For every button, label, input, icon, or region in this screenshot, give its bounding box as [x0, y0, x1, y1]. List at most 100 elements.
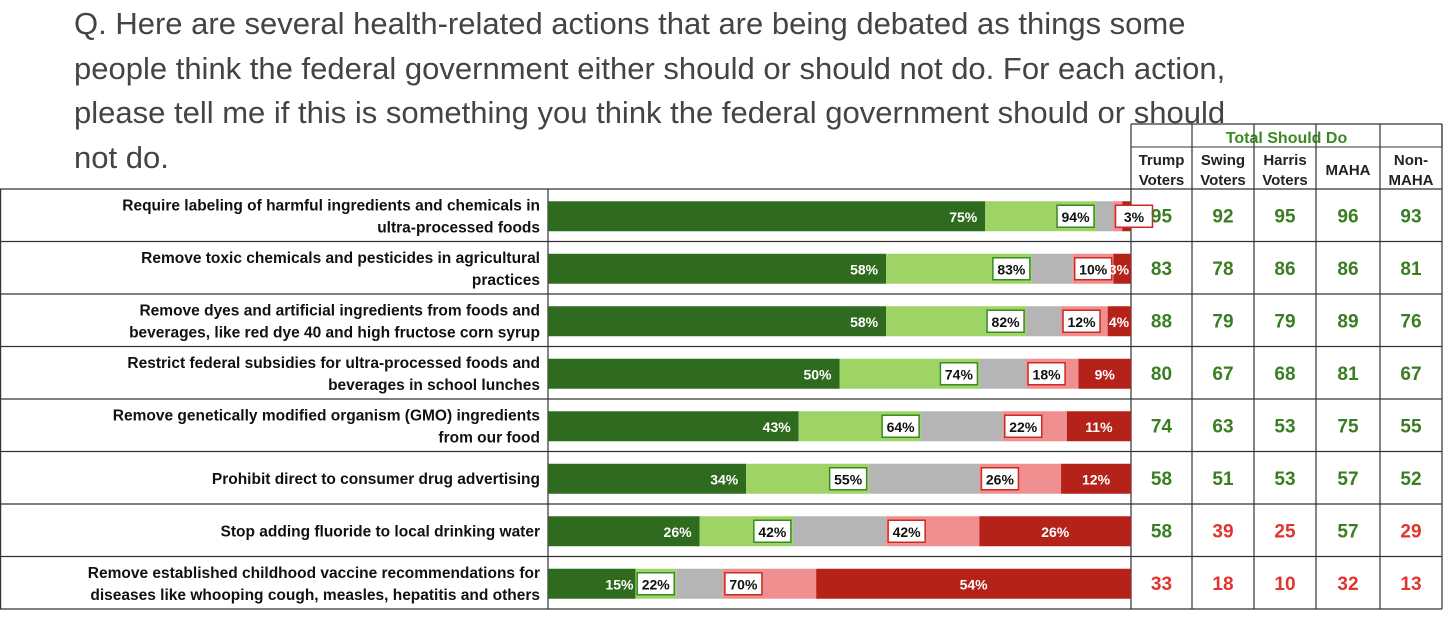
table-value: 74 — [1151, 416, 1173, 437]
bar-strongly-should — [548, 568, 636, 599]
table-value: 95 — [1151, 206, 1173, 227]
table-value: 81 — [1400, 259, 1422, 280]
column-header: Voters — [1262, 172, 1308, 189]
label-strongly-should: 58% — [850, 261, 879, 277]
table-value: 53 — [1274, 416, 1295, 437]
bar-strongly-should-not — [1107, 306, 1131, 337]
label-total-should-not: 12% — [1068, 314, 1097, 330]
bar-strongly-should-not — [816, 568, 1131, 599]
table-value: 67 — [1400, 364, 1421, 385]
row-label: Require labeling of harmful ingredients … — [122, 197, 540, 214]
bar-strongly-should — [548, 411, 799, 442]
column-header: Harris — [1263, 152, 1306, 169]
label-total-should: 55% — [834, 471, 863, 487]
table-value: 79 — [1274, 311, 1295, 332]
row-label: from our food — [438, 429, 540, 446]
table-value: 80 — [1151, 364, 1172, 385]
label-strongly-should-not: 12% — [1082, 471, 1111, 487]
bar-unsure — [1096, 201, 1114, 232]
table-value: 95 — [1274, 206, 1296, 227]
label-total-should: 94% — [1062, 209, 1091, 225]
column-header: MAHA — [1389, 172, 1434, 189]
label-strongly-should: 26% — [664, 524, 693, 540]
table-value: 51 — [1212, 469, 1234, 490]
label-total-should: 42% — [758, 524, 787, 540]
table-value: 63 — [1212, 416, 1233, 437]
label-total-should-box — [992, 257, 1031, 281]
table-value: 67 — [1212, 364, 1233, 385]
table-value: 52 — [1400, 469, 1421, 490]
label-strongly-should-not: 3% — [1109, 261, 1130, 277]
label-total-should-not-box — [1027, 362, 1066, 386]
label-total-should: 64% — [887, 419, 916, 435]
table-value: 25 — [1274, 521, 1296, 542]
bar-strongly-should — [548, 306, 887, 337]
table-value: 10 — [1274, 574, 1295, 595]
table-value: 32 — [1337, 574, 1358, 595]
bar-unsure — [1031, 253, 1073, 284]
row-label: Remove genetically modified organism (GM… — [113, 407, 540, 424]
bar-strongly-should-not — [1061, 463, 1131, 494]
label-strongly-should-not: 54% — [960, 576, 989, 592]
label-strongly-should: 50% — [803, 366, 832, 382]
row-label: practices — [472, 272, 540, 289]
table-value: 86 — [1274, 259, 1295, 280]
bar-unsure — [1026, 306, 1062, 337]
table-value: 53 — [1274, 469, 1295, 490]
label-strongly-should: 58% — [850, 314, 879, 330]
bar-strongly-should — [548, 516, 700, 547]
label-strongly-should-not: 9% — [1095, 366, 1116, 382]
row-label: Restrict federal subsidies for ultra-pro… — [127, 355, 540, 372]
label-total-should-not-box — [1062, 309, 1101, 333]
table-value: 39 — [1212, 521, 1233, 542]
table-value: 55 — [1400, 416, 1422, 437]
label-total-should-not: 70% — [729, 576, 758, 592]
label-strongly-should: 75% — [949, 209, 978, 225]
question-text: Q. Here are several health-related actio… — [74, 6, 1226, 175]
column-header: Voters — [1200, 172, 1246, 189]
table-value: 58 — [1151, 521, 1172, 542]
bar-strongly-should — [548, 201, 986, 232]
bar-strongly-should-not — [1078, 358, 1131, 389]
label-total-should: 83% — [997, 261, 1026, 277]
table-value: 92 — [1212, 206, 1233, 227]
label-total-should: 22% — [642, 576, 671, 592]
table-value: 89 — [1337, 311, 1358, 332]
table-value: 96 — [1337, 206, 1358, 227]
table-value: 33 — [1151, 574, 1172, 595]
label-total-should-not-box — [980, 467, 1020, 491]
bar-strongly-should-not — [1113, 253, 1131, 284]
label-total-should-box — [1056, 204, 1095, 228]
row-label: Prohibit direct to consumer drug adverti… — [212, 471, 540, 488]
label-total-should-not: 18% — [1033, 366, 1062, 382]
bar-unsure — [921, 411, 1003, 442]
label-total-should-not: 22% — [1009, 419, 1038, 435]
column-header: Non- — [1394, 152, 1428, 169]
row-label: Remove toxic chemicals and pesticides in… — [141, 250, 540, 267]
label-total-should: 82% — [992, 314, 1021, 330]
table-value: 88 — [1151, 311, 1172, 332]
label-total-should-not: 42% — [893, 524, 922, 540]
label-strongly-should: 43% — [763, 419, 792, 435]
bar-strongly-should — [548, 463, 747, 494]
label-total-should-not: 10% — [1079, 261, 1108, 277]
label-total-should-not-box — [887, 519, 926, 543]
table-value: 18 — [1212, 574, 1233, 595]
table-value: 58 — [1151, 469, 1172, 490]
label-total-should-box — [939, 362, 979, 386]
table-value: 78 — [1212, 259, 1233, 280]
table-value: 29 — [1400, 521, 1421, 542]
row-label: beverages in school lunches — [328, 377, 540, 394]
label-total-should-not-box — [1114, 204, 1154, 228]
bar-unsure — [979, 358, 1027, 389]
label-strongly-should: 15% — [605, 576, 634, 592]
column-header: Voters — [1139, 172, 1185, 189]
column-header: Swing — [1201, 152, 1245, 169]
row-label: Remove dyes and artificial ingredients f… — [139, 302, 540, 319]
label-total-should-not-box — [1003, 414, 1043, 438]
label-total-should-not-box — [1073, 257, 1113, 281]
row-label: beverages, like red dye 40 and high fruc… — [129, 324, 540, 341]
group-title: Total Should Do — [1226, 130, 1348, 147]
row-label: diseases like whooping cough, measles, h… — [90, 587, 540, 604]
